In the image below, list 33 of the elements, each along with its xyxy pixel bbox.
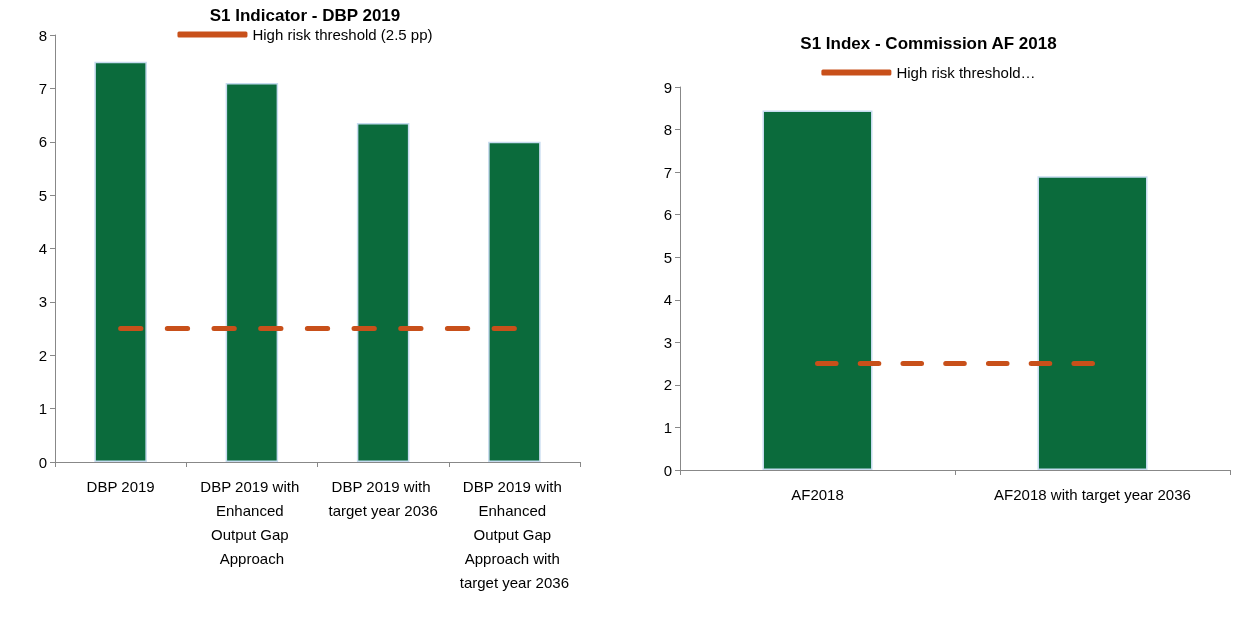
y-tick-label: 1 (663, 418, 672, 436)
legend-label: High risk threshold (2.5 pp) (252, 26, 433, 43)
chart-title: S1 Indicator - DBP 2019 (209, 6, 401, 25)
x-tick-label: AF2018 (791, 485, 844, 503)
bar (225, 83, 279, 462)
x-tick-label: DBP 2019 with Enhanced Output Gap Approach with target year 2036 (459, 477, 569, 591)
y-tick-label: 9 (663, 78, 672, 96)
bar (356, 123, 410, 462)
legend-label: High risk threshold… (896, 64, 1036, 81)
y-tick-label: 0 (663, 461, 672, 479)
x-tick-label: AF2018 with target year 2036 (994, 485, 1191, 503)
y-tick-label: 5 (38, 186, 47, 204)
y-tick-label: 4 (663, 291, 672, 309)
y-tick-label: 3 (38, 293, 47, 311)
y-tick-label: 8 (663, 121, 672, 139)
bar (488, 141, 541, 462)
y-tick-label: 7 (38, 79, 47, 97)
y-tick-label: 7 (663, 163, 672, 181)
y-tick-label: 3 (663, 333, 672, 351)
bar (94, 61, 147, 462)
y-tick-label: 0 (38, 453, 47, 471)
y-tick-label: 6 (38, 133, 47, 151)
x-tick-label: DBP 2019 with Enhanced Output Gap Approach (200, 477, 304, 567)
y-tick-label: 4 (38, 240, 47, 257)
y-tick-label: 5 (663, 248, 672, 266)
y-tick-label: 6 (663, 206, 672, 224)
y-tick-label: 2 (663, 376, 672, 394)
y-tick-label: 1 (38, 400, 47, 418)
y-tick-label: 8 (38, 26, 47, 44)
x-tick-label: DBP 2019 (86, 477, 155, 495)
y-tick-label: 2 (38, 346, 47, 364)
chart-title: S1 Index - Commission AF 2018 (800, 34, 1057, 53)
x-tick-label: DBP 2019 with target year 2036 (328, 477, 438, 519)
